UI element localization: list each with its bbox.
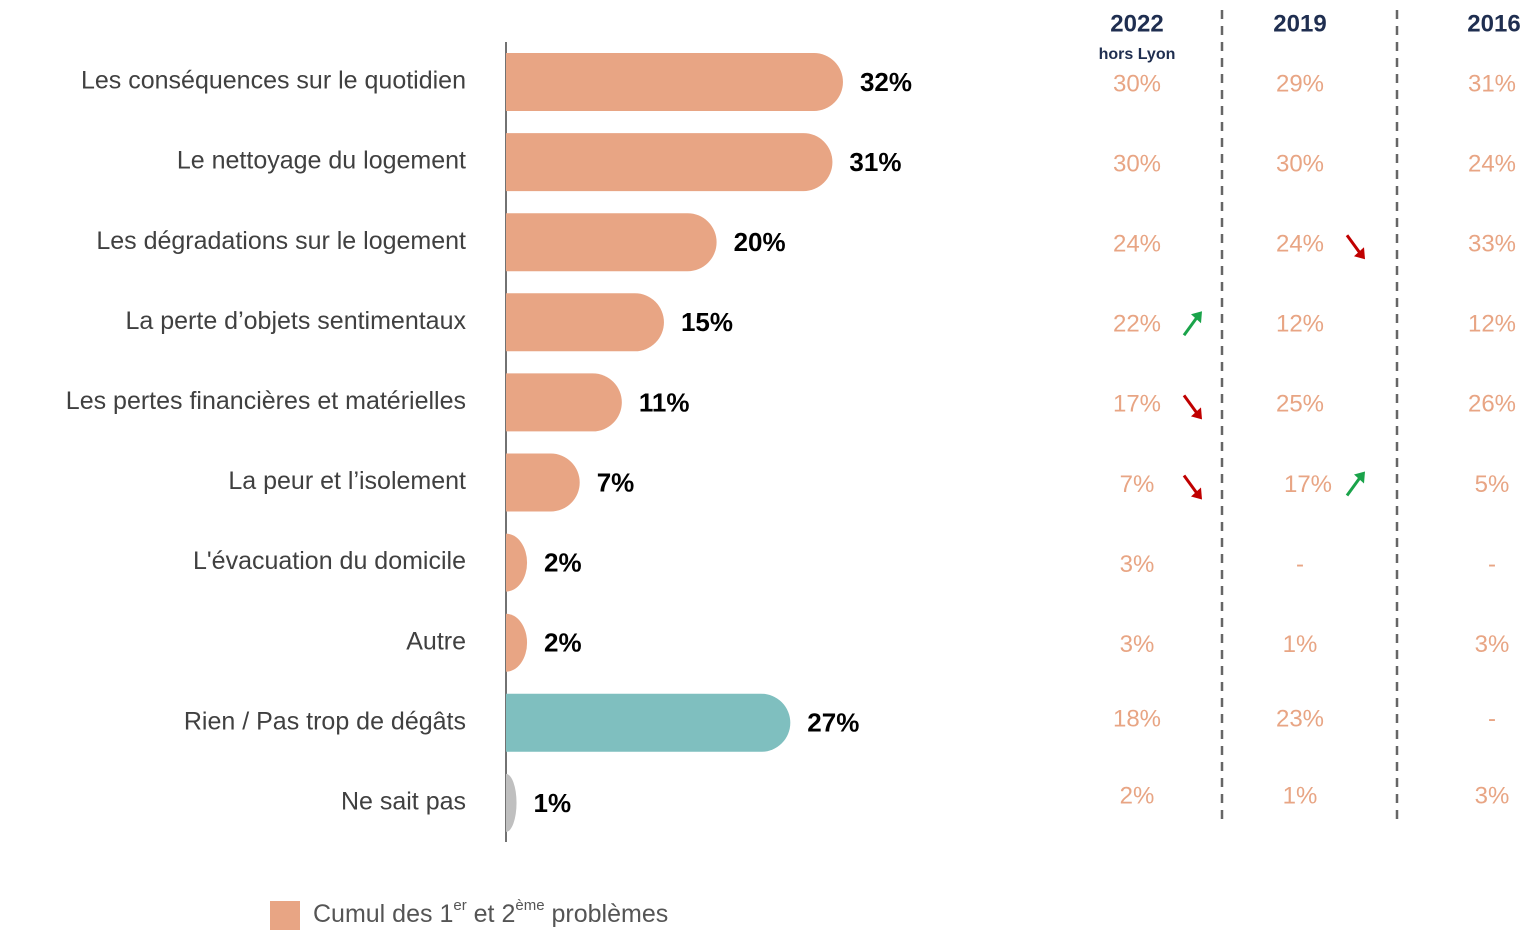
value-label: 15% [681, 307, 733, 337]
legend-part: er [453, 897, 466, 914]
table-value: 24% [1276, 231, 1324, 258]
table-value: 2% [1120, 782, 1155, 809]
bar [506, 453, 580, 512]
value-label: 27% [807, 708, 859, 738]
table-value: 29% [1276, 70, 1324, 97]
table-value: 3% [1475, 631, 1510, 658]
table-value: 26% [1468, 391, 1516, 418]
legend-part: et 2 [467, 900, 516, 928]
table-value: 24% [1113, 231, 1161, 258]
bar [506, 213, 717, 272]
value-label: 31% [849, 147, 901, 177]
table-value: 30% [1276, 150, 1324, 177]
category-label: La peur et l’isolement [228, 467, 466, 495]
trend-arrow-head [1191, 407, 1202, 420]
bar [506, 293, 664, 352]
legend-part: Cumul des 1 [313, 900, 453, 928]
category-label: Les dégradations sur le logement [96, 227, 466, 255]
column-note: hors Lyon [1099, 46, 1176, 63]
bar [506, 773, 517, 832]
table-value: 17% [1284, 471, 1332, 498]
bar [506, 613, 528, 672]
table-value: 24% [1468, 150, 1516, 177]
bar [506, 53, 843, 111]
table-value: 30% [1113, 70, 1161, 97]
bar [506, 693, 791, 752]
table-value: 22% [1113, 311, 1161, 338]
table-value: 3% [1475, 782, 1510, 809]
table-value: 5% [1475, 471, 1510, 498]
value-label: 11% [639, 387, 690, 417]
column-header: 2019 [1273, 10, 1326, 37]
value-label: 20% [734, 227, 786, 257]
table-value: 3% [1120, 631, 1155, 658]
legend-swatch [270, 901, 300, 930]
table-value: 3% [1120, 551, 1155, 578]
value-label: 2% [544, 547, 582, 577]
column-header: 2022 [1110, 10, 1163, 37]
category-label: Le nettoyage du logement [177, 147, 466, 175]
table-value: - [1296, 551, 1304, 578]
trend-arrow-head [1354, 247, 1365, 260]
trend-arrow-head [1354, 471, 1365, 484]
bar [506, 533, 528, 592]
category-label: Rien / Pas trop de dégâts [184, 707, 466, 735]
category-label: Autre [406, 627, 466, 655]
table-value: 7% [1120, 471, 1155, 498]
table-value: 1% [1283, 782, 1318, 809]
category-label: Les conséquences sur le quotidien [81, 67, 466, 95]
bar [506, 373, 622, 432]
table-value: 31% [1468, 70, 1516, 97]
category-label: Les pertes financières et matérielles [66, 387, 466, 415]
legend-part: ème [515, 897, 544, 914]
table-value: 25% [1276, 391, 1324, 418]
legend-text: Cumul des 1er et 2ème problèmes [313, 897, 668, 928]
value-label: 32% [860, 67, 912, 97]
table-value: - [1488, 551, 1496, 578]
table-value: 30% [1113, 150, 1161, 177]
value-label: 7% [597, 467, 635, 497]
table-value: 12% [1468, 311, 1516, 338]
table-value: - [1488, 705, 1496, 732]
category-label: La perte d’objets sentimentaux [126, 307, 467, 335]
table-value: 33% [1468, 231, 1516, 258]
value-label: 2% [544, 628, 582, 658]
trend-arrow-head [1191, 487, 1202, 500]
table-value: 17% [1113, 391, 1161, 418]
value-label: 1% [534, 788, 572, 818]
category-label: L'évacuation du domicile [193, 547, 466, 575]
bar [506, 133, 833, 192]
table-value: 12% [1276, 311, 1324, 338]
table-value: 1% [1283, 631, 1318, 658]
table-value: 23% [1276, 705, 1324, 732]
trend-arrow-head [1191, 311, 1202, 324]
category-label: Ne sait pas [341, 788, 466, 816]
table-value: 18% [1113, 705, 1161, 732]
legend-part: problèmes [545, 900, 669, 928]
column-header: 2016 [1467, 10, 1520, 37]
